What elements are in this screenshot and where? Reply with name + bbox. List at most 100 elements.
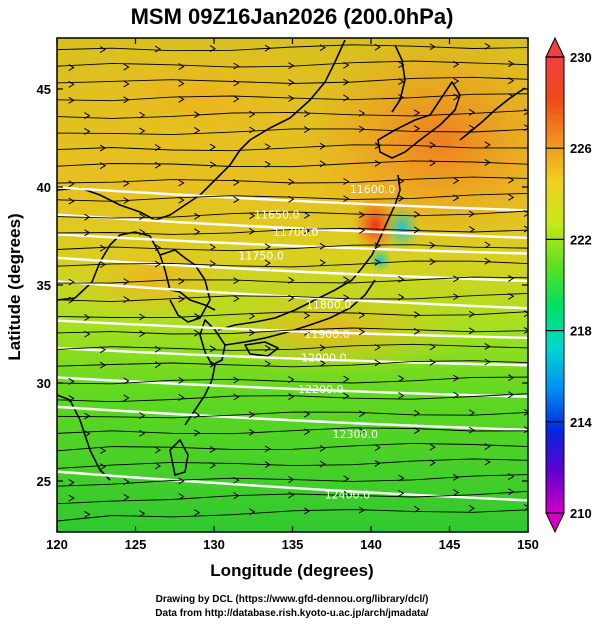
- wind-arrowhead: [453, 177, 460, 184]
- wind-arrowhead: [453, 489, 460, 496]
- wind-arrowhead: [413, 125, 421, 133]
- wind-arrowhead: [123, 96, 130, 104]
- wind-arrowhead: [68, 96, 75, 104]
- wind-arrowhead: [178, 295, 185, 303]
- streamline: [57, 311, 528, 319]
- wind-arrowhead: [194, 329, 201, 337]
- wind-arrowhead: [343, 375, 350, 383]
- wind-arrowhead: [209, 161, 216, 169]
- wind-arrowhead: [264, 243, 271, 251]
- wind-arrowhead: [358, 109, 366, 117]
- wind-arrowhead: [194, 212, 201, 220]
- wind-arrowhead: [68, 180, 75, 188]
- contour-label: 11750.0: [238, 250, 284, 263]
- wind-arrowhead: [540, 343, 545, 349]
- wind-arrowhead: [154, 345, 162, 353]
- wind-arrowhead: [429, 241, 436, 249]
- wind-arrowhead: [523, 326, 528, 334]
- wind-arrowhead: [374, 142, 381, 150]
- wind-arrowhead: [68, 64, 75, 71]
- wind-arrowhead: [343, 178, 350, 185]
- wind-arrowhead: [288, 178, 295, 186]
- wind-arrowhead: [209, 461, 216, 469]
- wind-arrowhead: [248, 329, 256, 337]
- wind-arrowhead: [398, 293, 405, 301]
- wind-arrowhead: [319, 242, 326, 250]
- wind-arrowhead: [139, 127, 146, 135]
- coastline-sakhalin: [391, 44, 406, 113]
- wind-arrowhead: [209, 243, 216, 251]
- wind-arrowhead: [303, 110, 311, 118]
- wind-arrowhead: [343, 294, 350, 302]
- wind-arrowhead: [508, 374, 515, 382]
- wind-arrowhead: [178, 95, 185, 103]
- coastline-hokkaido: [377, 81, 461, 159]
- wind-arrowhead: [288, 62, 295, 70]
- wind-arrowhead: [303, 211, 311, 219]
- wind-arrowhead: [540, 458, 545, 464]
- wind-arrowhead: [84, 430, 91, 438]
- wind-arrowhead: [303, 328, 311, 336]
- streamline: [57, 509, 528, 522]
- wind-arrowhead: [508, 488, 515, 496]
- wind-arrowhead: [123, 493, 130, 501]
- streamline: [57, 260, 528, 268]
- wind-arrowhead: [99, 361, 107, 369]
- wind-arrowhead: [178, 179, 185, 187]
- height-contour: [57, 233, 528, 255]
- wind-arrowhead: [178, 63, 185, 71]
- colorbar-bottom-triangle: [545, 512, 565, 534]
- wind-arrowhead: [484, 443, 491, 450]
- wind-arrowhead: [429, 258, 436, 266]
- coastline-taiwan: [169, 439, 189, 476]
- wind-arrowhead: [374, 43, 381, 51]
- y-tick-label: 25: [37, 474, 51, 489]
- wind-arrowhead: [453, 391, 460, 399]
- wind-arrowhead: [233, 476, 240, 484]
- wind-arrowhead: [303, 227, 311, 235]
- wind-arrowhead: [398, 94, 405, 101]
- wind-arrowhead: [540, 443, 545, 449]
- wind-arrowhead: [358, 427, 366, 435]
- wind-arrowhead: [523, 408, 528, 416]
- wind-arrowhead: [139, 330, 146, 338]
- wind-arrowhead: [429, 343, 436, 351]
- wind-arrowhead: [374, 343, 381, 351]
- coastlines: [57, 39, 526, 481]
- contour-label: 11900.0: [304, 328, 350, 341]
- wind-arrowhead: [233, 196, 240, 204]
- wind-arrowhead: [123, 377, 130, 385]
- wind-arrowhead: [84, 112, 91, 120]
- wind-arrowhead: [413, 226, 421, 234]
- coastline-honshu: [217, 174, 401, 331]
- wind-arrowhead: [453, 60, 460, 68]
- wind-arrowhead: [468, 504, 476, 512]
- wind-arrowhead: [508, 473, 515, 481]
- streamline: [57, 192, 528, 202]
- y-tick-label: 40: [37, 180, 51, 195]
- x-tick-label: 130: [203, 537, 225, 552]
- wind-arrowhead: [508, 391, 515, 399]
- wind-arrowhead: [398, 474, 405, 482]
- wind-arrowhead: [453, 374, 460, 382]
- wind-arrowhead: [209, 260, 216, 267]
- wind-arrowhead: [453, 275, 460, 283]
- height-contour: [57, 319, 528, 340]
- wind-arrowhead: [413, 311, 421, 319]
- wind-arrowhead: [264, 44, 271, 52]
- y-tick-label: 45: [37, 82, 51, 97]
- wind-arrowhead: [468, 108, 476, 116]
- contour-label: 11650.0: [254, 208, 300, 221]
- wind-arrowhead: [468, 210, 476, 218]
- wind-arrowhead: [303, 410, 311, 418]
- coastline-asia-mainland: [57, 231, 216, 311]
- coastline-korea: [159, 249, 211, 323]
- wind-arrowhead: [233, 62, 240, 70]
- wind-arrowhead: [233, 492, 240, 500]
- hot-spot: [353, 197, 397, 253]
- streamline: [57, 458, 528, 469]
- wind-arrowhead: [139, 213, 146, 221]
- wind-arrowhead: [343, 61, 350, 69]
- wind-arrowhead: [248, 227, 256, 235]
- wind-arrowhead: [288, 94, 295, 102]
